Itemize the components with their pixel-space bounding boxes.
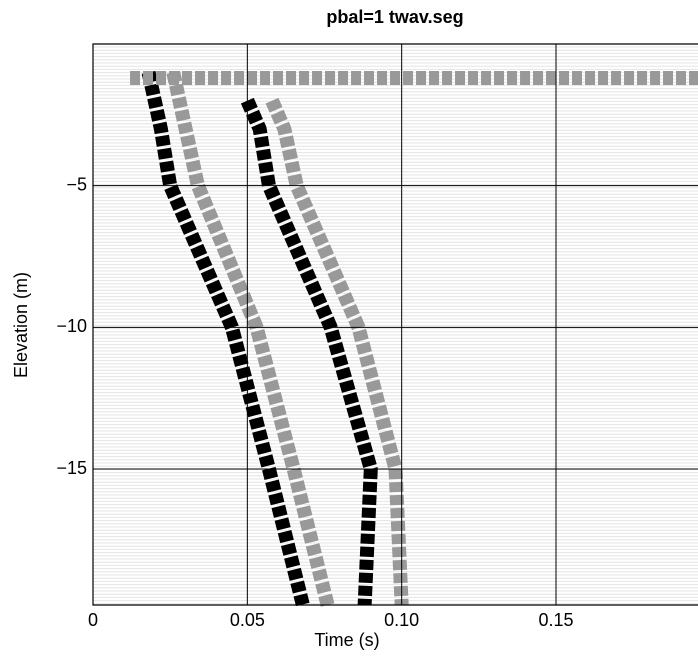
- y-tick-label: −15: [56, 458, 87, 478]
- y-tick-label: −10: [56, 316, 87, 336]
- axes-frame: [92, 43, 698, 606]
- x-tick-label: 0: [88, 610, 98, 630]
- x-tick-label: 0.15: [538, 610, 573, 630]
- x-axis-label: Time (s): [314, 630, 379, 650]
- event-band: [240, 97, 378, 606]
- y-axis-label: Elevation (m): [11, 272, 31, 378]
- x-tick-label: 0.05: [230, 610, 265, 630]
- event-band: [265, 97, 409, 606]
- chart-title: pbal=1 twav.seg: [326, 7, 463, 27]
- y-tick-label: −5: [66, 174, 87, 194]
- x-tick-label: 0.10: [384, 610, 419, 630]
- trace-background: [93, 46, 698, 605]
- event-band: [141, 70, 310, 607]
- event-band: [166, 70, 335, 607]
